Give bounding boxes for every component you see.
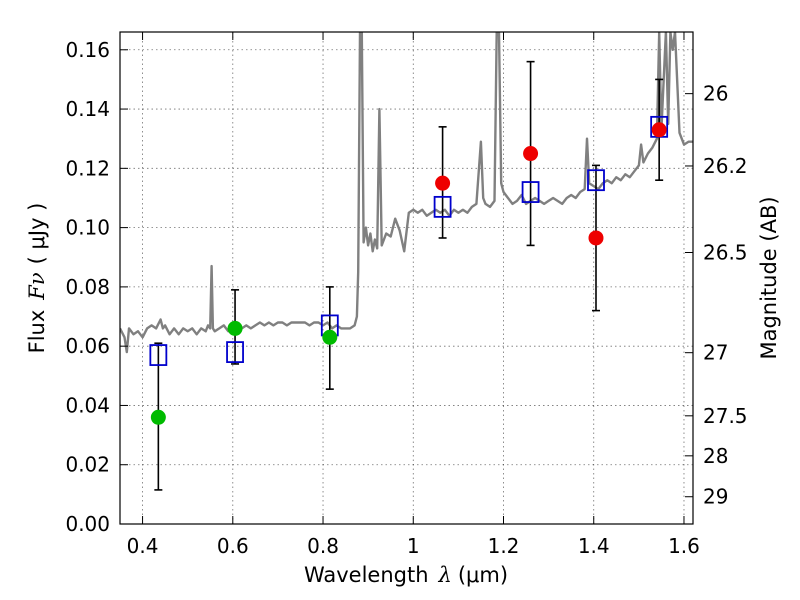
y-tick-label: 0.12: [65, 156, 110, 180]
x-tick-label: 1.2: [488, 534, 520, 558]
plot-frame: [119, 31, 694, 525]
y-tick-label: 0.06: [65, 334, 110, 358]
grid-lines: [120, 32, 693, 524]
y-tick-label: 0.10: [65, 216, 110, 240]
model-photometry-point: [587, 169, 605, 192]
y-tick-label: 0.00: [65, 512, 110, 536]
right-axis-title: Magnitude (AB): [757, 196, 781, 359]
spectrum-layer: [120, 32, 693, 354]
observed-point-red: [651, 122, 667, 138]
x-axis-symbol: λ: [438, 563, 452, 587]
y-axis-symbol: Fν: [25, 272, 49, 301]
right-tick-label: 29: [703, 485, 728, 509]
right-tick-label: 27: [703, 341, 728, 365]
observed-points-layer: [150, 122, 667, 425]
right-tick-label: 26.5: [703, 241, 748, 265]
axis-ticks: 0.4 0.6 0.8 1 1.2 1.4 1.6 0.00 0.02 0.04 0.06 0.08 0…: [65, 32, 748, 558]
model-photometry-point: [521, 181, 540, 203]
x-tick-label: 1: [407, 534, 420, 558]
x-tick-label: 0.4: [127, 534, 159, 558]
x-axis-title-prefix: Wavelength: [304, 563, 429, 587]
spectrum-line: [120, 32, 693, 354]
right-tick-label: 28: [703, 444, 728, 468]
x-tick-label: 1.6: [668, 534, 700, 558]
y-tick-label: 0.16: [65, 38, 110, 62]
model-photometry-point: [149, 344, 168, 366]
x-axis-unit: (μm): [458, 563, 508, 587]
model-photometry-point: [226, 341, 244, 363]
model-photometry-point: [433, 195, 452, 218]
y-axis-title-prefix: Flux: [25, 310, 49, 354]
x-axis-title: Wavelength λ (μm): [304, 563, 508, 587]
y-tick-label: 0.04: [65, 393, 110, 417]
y-tick-label: 0.02: [65, 453, 110, 477]
x-tick-label: 0.6: [217, 534, 249, 558]
y-tick-label: 0.08: [65, 275, 110, 299]
observed-point-green: [150, 409, 166, 425]
observed-point-red: [435, 175, 451, 191]
observed-point-green: [227, 320, 243, 336]
errorbars-layer: [154, 60, 664, 491]
right-tick-label: 27.5: [703, 404, 748, 428]
y-axis-title: Flux Fν ( μJy ): [25, 203, 49, 354]
right-tick-label: 26: [703, 82, 728, 106]
observed-point-red: [523, 146, 539, 162]
y-axis-unit: ( μJy ): [25, 203, 49, 265]
x-tick-label: 0.8: [307, 534, 339, 558]
x-tick-label: 1.4: [578, 534, 610, 558]
observed-point-green: [322, 329, 338, 345]
y-tick-label: 0.14: [65, 97, 110, 121]
right-tick-label: 26.2: [703, 154, 748, 178]
observed-point-red: [588, 230, 604, 246]
